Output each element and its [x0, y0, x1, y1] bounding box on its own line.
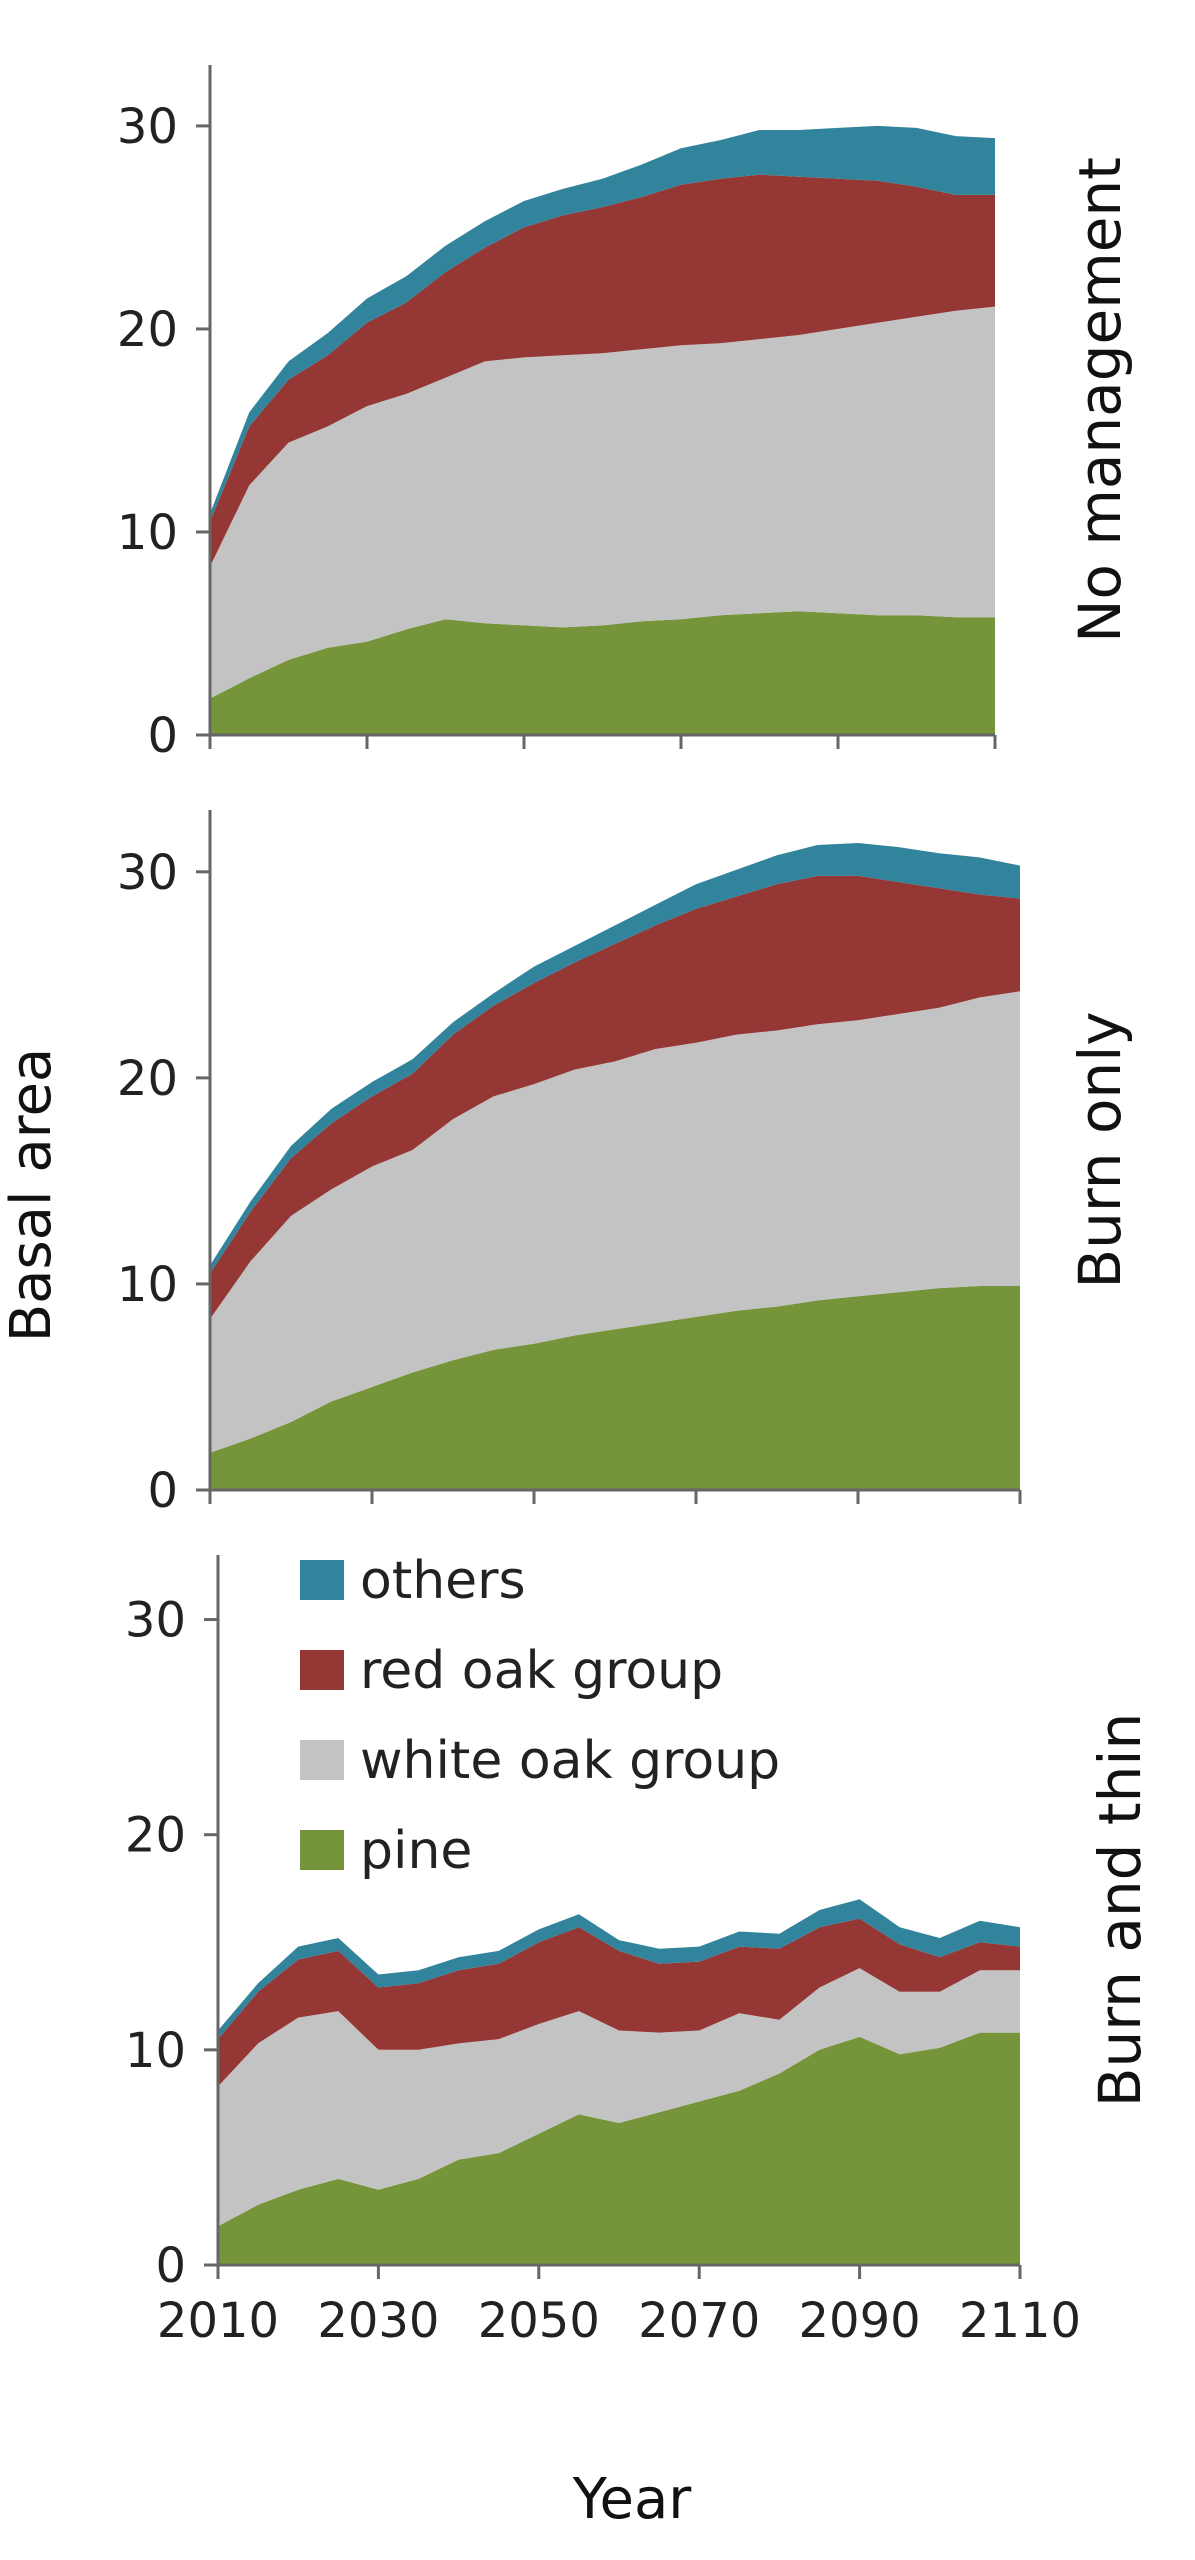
- area-white-oak-group: [210, 991, 1020, 1453]
- x-tick-label: 2090: [799, 2293, 921, 2349]
- y-tick-label: 30: [125, 1593, 186, 1649]
- y-axis-label: Basal area: [0, 1048, 64, 1342]
- y-tick-label: 20: [117, 1051, 178, 1107]
- chart-panel-1: 0 10 20 30 No management: [117, 65, 1134, 764]
- legend-label-others: others: [360, 1551, 526, 1611]
- y-tick-label: 20: [125, 1808, 186, 1864]
- y-tick-label: 0: [147, 1463, 178, 1519]
- area-red-oak-group: [210, 875, 1020, 1319]
- panel-title-2: Burn only: [1066, 1011, 1134, 1288]
- y-tick-label: 10: [117, 1257, 178, 1313]
- legend-swatch-white-oak: [300, 1740, 344, 1780]
- legend-label-pine: pine: [360, 1821, 472, 1881]
- legend-swatch-pine: [300, 1830, 344, 1870]
- x-tick-label: 2010: [157, 2293, 279, 2349]
- area-pine: [210, 611, 995, 735]
- y-tick-label: 0: [155, 2238, 186, 2294]
- y-tick-label: 20: [117, 302, 178, 358]
- y-tick-label: 0: [147, 708, 178, 764]
- panel-title-3: Burn and thin: [1086, 1713, 1154, 2108]
- y-tick-label: 30: [117, 99, 178, 155]
- x-tick-label: 2030: [317, 2293, 439, 2349]
- area-pine: [218, 2032, 1020, 2265]
- y-tick-label: 30: [117, 845, 178, 901]
- area-red-oak-group: [210, 174, 995, 567]
- area-others: [210, 843, 1020, 1274]
- legend-swatch-red-oak: [300, 1650, 344, 1690]
- legend-label-white-oak: white oak group: [360, 1731, 780, 1791]
- area-others: [210, 125, 995, 522]
- area-white-oak-group: [218, 1968, 1020, 2227]
- legend: others red oak group white oak group pin…: [300, 1551, 780, 1881]
- x-tick-label: 2050: [478, 2293, 600, 2349]
- legend-label-red-oak: red oak group: [360, 1641, 723, 1701]
- panel-title-1: No management: [1066, 157, 1134, 643]
- x-tick-label: 2110: [959, 2293, 1081, 2349]
- x-tick-label: 2070: [638, 2293, 760, 2349]
- y-tick-label: 10: [117, 505, 178, 561]
- chart-panel-2: 0 10 20 30 Burn only: [117, 810, 1134, 1519]
- legend-swatch-others: [300, 1560, 344, 1600]
- x-axis-label: Year: [572, 2467, 693, 2532]
- area-white-oak-group: [210, 306, 995, 699]
- area-red-oak-group: [218, 1918, 1020, 2087]
- y-tick-label: 10: [125, 2023, 186, 2079]
- area-pine: [210, 1286, 1020, 1490]
